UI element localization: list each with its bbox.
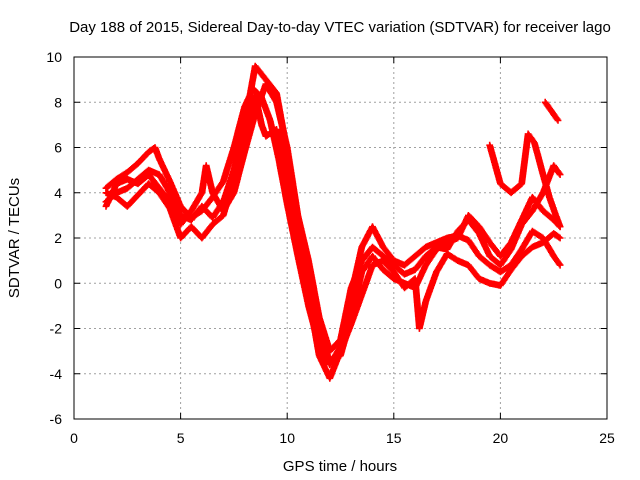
y-tick-label: 8 (54, 94, 62, 110)
x-tick-label: 25 (599, 430, 615, 446)
x-tick-label: 0 (70, 430, 78, 446)
data-point-markers (541, 98, 562, 124)
series-track-3 (102, 92, 564, 382)
x-tick-label: 5 (177, 430, 185, 446)
y-tick-label: 6 (54, 140, 62, 156)
y-axis-label: SDTVAR / TECUs (6, 178, 23, 298)
y-tick-label: 4 (54, 185, 62, 201)
series-track-4 (102, 80, 564, 355)
x-tick-label: 15 (386, 430, 402, 446)
data-point-markers (102, 80, 564, 355)
series-track-5 (486, 130, 564, 231)
data-point-markers (102, 92, 564, 382)
y-tick-label: -6 (50, 411, 63, 427)
y-tick-label: -2 (50, 321, 63, 337)
series-track-6 (541, 98, 562, 124)
y-tick-label: 10 (46, 49, 62, 65)
data-layer (102, 62, 564, 382)
data-point-markers (486, 130, 564, 231)
x-axis-label: GPS time / hours (283, 458, 397, 475)
y-tick-label: -4 (50, 366, 63, 382)
chart-title: Day 188 of 2015, Sidereal Day-to-day VTE… (69, 19, 611, 36)
axis-ticks: -6 -4 -2 0 2 4 6 8 10 0 5 10 15 20 25 (46, 49, 615, 446)
data-point-markers (102, 85, 564, 369)
y-tick-label: 0 (54, 275, 62, 291)
series-track-1 (102, 85, 564, 369)
y-tick-label: 2 (54, 230, 62, 246)
x-tick-label: 20 (493, 430, 509, 446)
x-tick-label: 10 (279, 430, 295, 446)
